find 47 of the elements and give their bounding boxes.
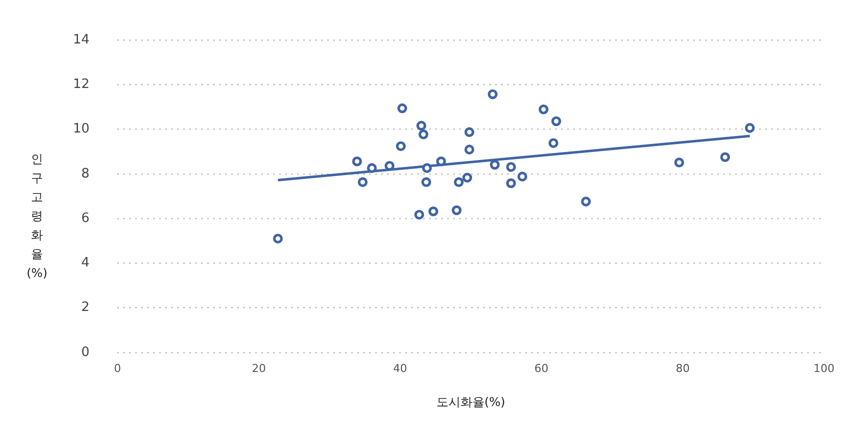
point <box>358 177 368 188</box>
point <box>464 127 474 138</box>
y-tick-label: 6 <box>81 210 90 226</box>
point <box>488 89 498 100</box>
point <box>506 162 516 172</box>
point <box>548 138 558 148</box>
point <box>273 234 283 244</box>
point <box>674 158 684 168</box>
point <box>517 172 528 182</box>
x-tick-label: 0 <box>114 362 122 375</box>
x-tick-label: 100 <box>814 362 834 375</box>
point <box>452 205 462 216</box>
point <box>462 172 472 183</box>
point <box>414 210 424 220</box>
y-tick-label: 4 <box>81 256 90 271</box>
point <box>352 156 362 166</box>
y-tick-label: 0 <box>81 344 90 360</box>
x-tick-label: 80 <box>676 362 690 375</box>
point <box>720 152 730 162</box>
y-axis-title: 인구고령화율(%) <box>26 151 48 282</box>
point <box>397 103 408 114</box>
point <box>428 206 438 216</box>
point <box>421 177 432 188</box>
point <box>418 129 428 140</box>
point <box>581 196 591 206</box>
point <box>538 104 548 114</box>
y-tick-label: 10 <box>72 122 90 137</box>
x-tick-label: 20 <box>252 362 266 375</box>
point <box>384 160 394 171</box>
point <box>490 160 500 170</box>
point <box>436 156 446 166</box>
point <box>551 116 562 126</box>
y-tick-label: 2 <box>81 300 90 316</box>
point <box>416 120 426 131</box>
y-tick-label: 8 <box>81 166 90 182</box>
point <box>464 144 474 154</box>
y-tick-label: 12 <box>72 77 90 92</box>
point <box>422 163 432 173</box>
x-tick-label: 40 <box>393 362 408 375</box>
x-tick-label: 60 <box>534 362 548 375</box>
y-tick-label: 14 <box>72 32 90 48</box>
x-axis-title: 도시화율(%) <box>436 394 506 409</box>
point <box>506 178 516 188</box>
point <box>454 177 464 188</box>
point <box>396 141 406 152</box>
point <box>366 163 377 173</box>
point <box>744 123 755 133</box>
